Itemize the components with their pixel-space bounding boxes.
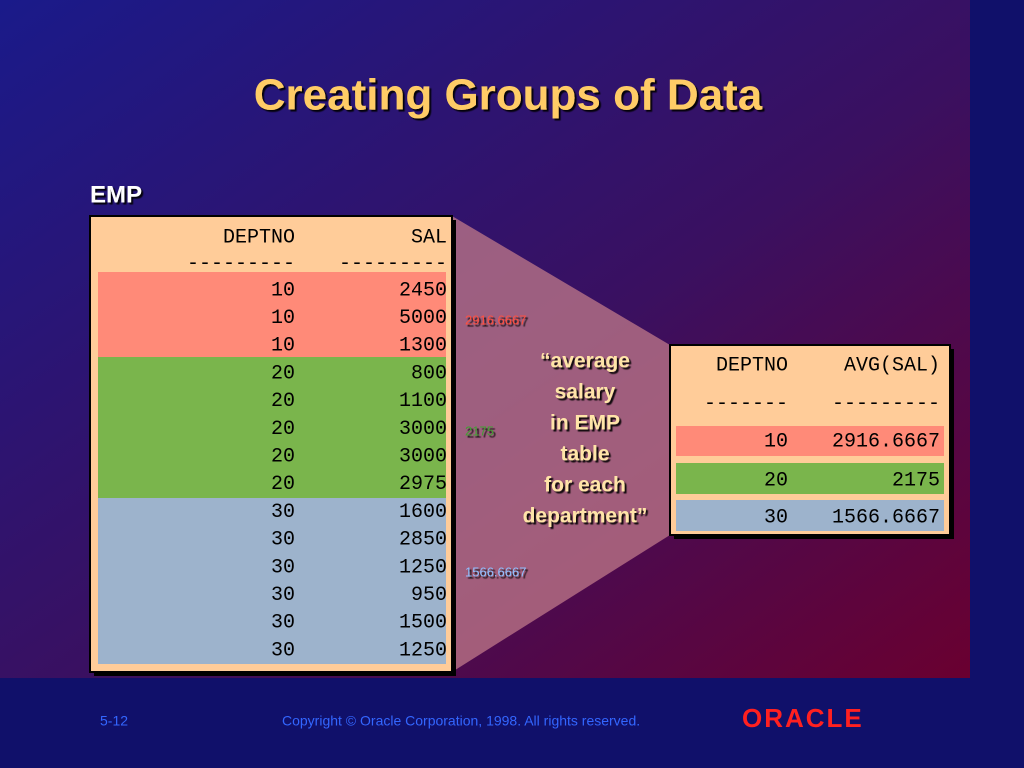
group-band [676, 463, 944, 494]
table-cell: 950 [411, 584, 447, 607]
group-band [98, 498, 446, 664]
callout-line: “average [540, 350, 630, 373]
table-cell: 1300 [399, 335, 447, 358]
group-band [676, 426, 944, 456]
table-cell: 30 [764, 506, 788, 529]
table-cell: 1566.6667 [832, 506, 940, 529]
table-cell: 30 [271, 529, 295, 552]
callout-line: department” [523, 505, 648, 528]
separator: --------- [187, 252, 295, 275]
table-cell: 3000 [399, 418, 447, 441]
table-cell: 10 [271, 279, 295, 302]
table-cell: 5000 [399, 307, 447, 330]
table-cell: 20 [271, 362, 295, 385]
column-header: SAL [411, 226, 447, 249]
funnel [452, 216, 670, 672]
table-cell: 20 [271, 445, 295, 468]
callout-line: in EMP [550, 412, 620, 435]
table-cell: 20 [764, 469, 788, 492]
table-cell: 1600 [399, 501, 447, 524]
separator: --------- [832, 392, 940, 415]
column-header: DEPTNO [223, 226, 295, 249]
table-cell: 30 [271, 501, 295, 524]
callout-line: table [560, 443, 609, 466]
separator: ------- [704, 392, 788, 415]
column-header: AVG(SAL) [844, 354, 940, 377]
table-cell: 3000 [399, 445, 447, 468]
table-cell: 1500 [399, 612, 447, 635]
separator: --------- [339, 252, 447, 275]
copyright: Copyright © Oracle Corporation, 1998. Al… [282, 713, 640, 729]
table-cell: 10 [271, 335, 295, 358]
table-cell: 2975 [399, 473, 447, 496]
callout-line: for each [544, 474, 626, 497]
logo: ORACLE [742, 703, 864, 733]
table-name: EMP [90, 181, 142, 208]
table-cell: 30 [271, 556, 295, 579]
group-average: 1566.6667 [465, 564, 526, 579]
table-cell: 1250 [399, 556, 447, 579]
table-cell: 30 [271, 584, 295, 607]
table-cell: 1250 [399, 639, 447, 662]
table-cell: 2916.6667 [832, 430, 940, 453]
title: Creating Groups of Data [254, 71, 763, 120]
table-cell: 2450 [399, 279, 447, 302]
table-cell: 30 [271, 612, 295, 635]
table-cell: 30 [271, 639, 295, 662]
group-band [98, 357, 446, 498]
page-number: 5-12 [100, 713, 128, 729]
group-band [98, 272, 446, 357]
table-cell: 2175 [892, 469, 940, 492]
table-cell: 800 [411, 362, 447, 385]
callout-line: salary [555, 381, 616, 404]
table-cell: 10 [764, 430, 788, 453]
table-cell: 20 [271, 473, 295, 496]
table-cell: 20 [271, 390, 295, 413]
group-band [676, 500, 944, 531]
group-average: 2175 [465, 423, 494, 438]
group-average: 2916.6667 [465, 312, 526, 327]
table-cell: 1100 [399, 390, 447, 413]
table-cell: 20 [271, 418, 295, 441]
column-header: DEPTNO [716, 354, 788, 377]
table-cell: 2850 [399, 529, 447, 552]
table-cell: 10 [271, 307, 295, 330]
